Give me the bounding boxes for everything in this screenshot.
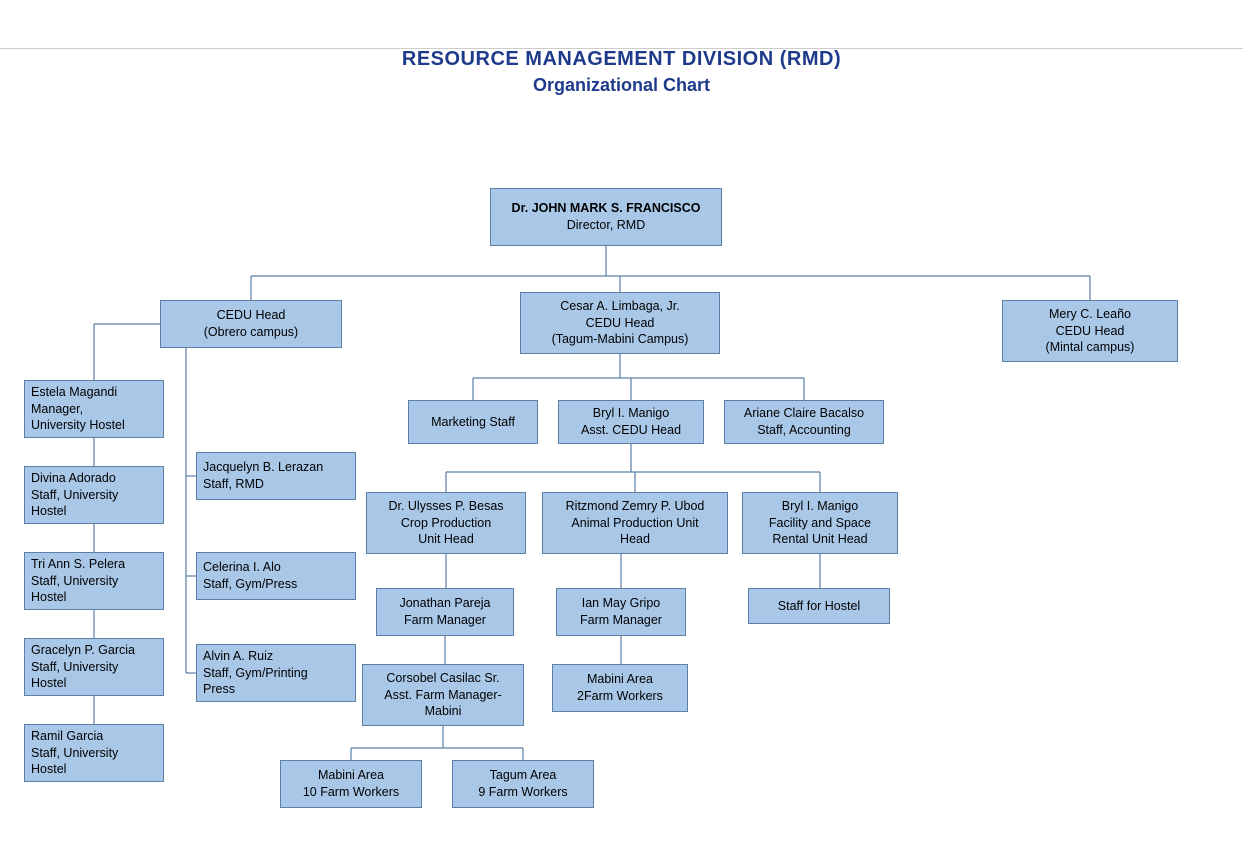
- node-obrero-head: CEDU Head (Obrero campus): [160, 300, 342, 348]
- node-line: Staff, University: [31, 745, 118, 762]
- node-celerina: Celerina I. Alo Staff, Gym/Press: [196, 552, 356, 600]
- page-subtitle: Organizational Chart: [0, 75, 1243, 96]
- node-line: Tri Ann S. Pelera: [31, 556, 125, 573]
- node-line: Facility and Space: [769, 515, 871, 532]
- node-bryl-asst: Bryl I. Manigo Asst. CEDU Head: [558, 400, 704, 444]
- node-line: Staff, University: [31, 573, 118, 590]
- node-besas: Dr. Ulysses P. Besas Crop Production Uni…: [366, 492, 526, 554]
- node-line: (Obrero campus): [204, 324, 298, 341]
- node-tagum-head: Cesar A. Limbaga, Jr. CEDU Head (Tagum-M…: [520, 292, 720, 354]
- node-line: Tagum Area: [490, 767, 557, 784]
- node-line: (Mintal campus): [1046, 339, 1135, 356]
- node-mabini10: Mabini Area 10 Farm Workers: [280, 760, 422, 808]
- node-line: Asst. Farm Manager-: [384, 687, 501, 704]
- node-line: Hostel: [31, 675, 66, 692]
- node-line: Celerina I. Alo: [203, 559, 281, 576]
- node-line: Staff, University: [31, 487, 118, 504]
- node-marketing: Marketing Staff: [408, 400, 538, 444]
- node-casilac: Corsobel Casilac Sr. Asst. Farm Manager-…: [362, 664, 524, 726]
- node-alvin: Alvin A. Ruiz Staff, Gym/Printing Press: [196, 644, 356, 702]
- node-line: Staff, University: [31, 659, 118, 676]
- node-line: 9 Farm Workers: [478, 784, 567, 801]
- node-line: University Hostel: [31, 417, 125, 434]
- node-line: CEDU Head: [1056, 323, 1125, 340]
- node-line: Marketing Staff: [431, 414, 515, 431]
- node-line: Dr. Ulysses P. Besas: [388, 498, 503, 515]
- node-line: Staff for Hostel: [778, 598, 860, 615]
- node-line: Jacquelyn B. Lerazan: [203, 459, 323, 476]
- connectors: [0, 48, 1243, 862]
- node-line: Staff, Gym/Printing: [203, 665, 308, 682]
- node-line: Farm Manager: [580, 612, 662, 629]
- node-line: Mabini: [425, 703, 462, 720]
- node-line: Head: [620, 531, 650, 548]
- node-gracelyn: Gracelyn P. Garcia Staff, University Hos…: [24, 638, 164, 696]
- node-mabini2: Mabini Area 2Farm Workers: [552, 664, 688, 712]
- node-gripo: Ian May Gripo Farm Manager: [556, 588, 686, 636]
- node-mintal-head: Mery C. Leaño CEDU Head (Mintal campus): [1002, 300, 1178, 362]
- node-line: Animal Production Unit: [571, 515, 698, 532]
- node-line: Hostel: [31, 589, 66, 606]
- node-line: Ritzmond Zemry P. Ubod: [566, 498, 705, 515]
- node-triann: Tri Ann S. Pelera Staff, University Host…: [24, 552, 164, 610]
- node-line: Bryl I. Manigo: [593, 405, 669, 422]
- node-ubod: Ritzmond Zemry P. Ubod Animal Production…: [542, 492, 728, 554]
- node-line: Divina Adorado: [31, 470, 116, 487]
- node-line: Farm Manager: [404, 612, 486, 629]
- node-line: Rental Unit Head: [772, 531, 867, 548]
- node-line: Estela Magandi: [31, 384, 117, 401]
- node-line: Staff, Gym/Press: [203, 576, 297, 593]
- node-line: Mabini Area: [318, 767, 384, 784]
- node-line: Staff, Accounting: [757, 422, 851, 439]
- node-line: Gracelyn P. Garcia: [31, 642, 135, 659]
- node-line: Manager,: [31, 401, 83, 418]
- node-line: CEDU Head: [586, 315, 655, 332]
- node-line: Ramil Garcia: [31, 728, 103, 745]
- node-staff-hostel: Staff for Hostel: [748, 588, 890, 624]
- node-ramil: Ramil Garcia Staff, University Hostel: [24, 724, 164, 782]
- node-manigo-facility: Bryl I. Manigo Facility and Space Rental…: [742, 492, 898, 554]
- node-line: Mabini Area: [587, 671, 653, 688]
- node-line: Corsobel Casilac Sr.: [386, 670, 499, 687]
- node-line: Crop Production: [401, 515, 491, 532]
- node-ariane: Ariane Claire Bacalso Staff, Accounting: [724, 400, 884, 444]
- node-line: Hostel: [31, 761, 66, 778]
- node-line: Press: [203, 681, 235, 698]
- node-pareja: Jonathan Pareja Farm Manager: [376, 588, 514, 636]
- node-tagum9: Tagum Area 9 Farm Workers: [452, 760, 594, 808]
- node-role: Director, RMD: [567, 217, 645, 234]
- node-line: Staff, RMD: [203, 476, 264, 493]
- page-title: RESOURCE MANAGEMENT DIVISION (RMD): [0, 48, 1243, 71]
- node-line: 10 Farm Workers: [303, 784, 399, 801]
- node-line: 2Farm Workers: [577, 688, 663, 705]
- node-line: (Tagum-Mabini Campus): [552, 331, 689, 348]
- node-name: Dr. JOHN MARK S. FRANCISCO: [512, 200, 701, 217]
- node-line: Bryl I. Manigo: [782, 498, 858, 515]
- node-director: Dr. JOHN MARK S. FRANCISCO Director, RMD: [490, 188, 722, 246]
- node-line: Asst. CEDU Head: [581, 422, 681, 439]
- node-line: CEDU Head: [217, 307, 286, 324]
- node-divina: Divina Adorado Staff, University Hostel: [24, 466, 164, 524]
- node-line: Ian May Gripo: [582, 595, 661, 612]
- node-line: Ariane Claire Bacalso: [744, 405, 864, 422]
- node-line: Alvin A. Ruiz: [203, 648, 273, 665]
- node-line: Jonathan Pareja: [399, 595, 490, 612]
- node-line: Mery C. Leaño: [1049, 306, 1131, 323]
- node-estela: Estela Magandi Manager, University Hoste…: [24, 380, 164, 438]
- node-line: Cesar A. Limbaga, Jr.: [560, 298, 680, 315]
- node-line: Hostel: [31, 503, 66, 520]
- node-jacquelyn: Jacquelyn B. Lerazan Staff, RMD: [196, 452, 356, 500]
- node-line: Unit Head: [418, 531, 474, 548]
